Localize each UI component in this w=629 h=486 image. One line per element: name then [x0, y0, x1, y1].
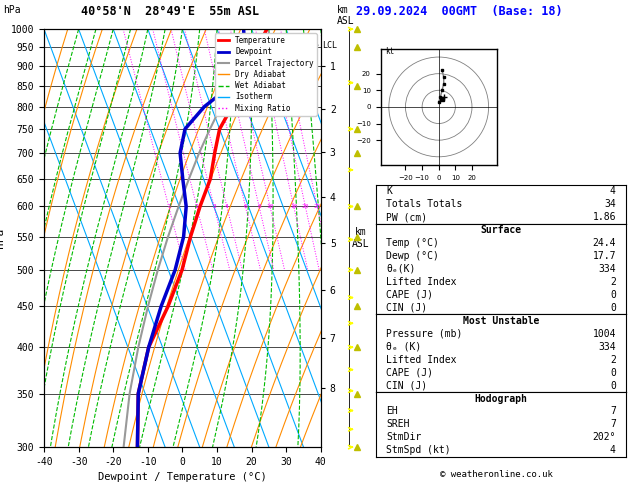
Text: 4: 4	[610, 445, 616, 455]
Text: Dewp (°C): Dewp (°C)	[386, 251, 439, 261]
Text: θₑ (K): θₑ (K)	[386, 342, 421, 352]
Text: 6: 6	[243, 204, 247, 209]
X-axis label: Dewpoint / Temperature (°C): Dewpoint / Temperature (°C)	[98, 472, 267, 483]
Text: Lifted Index: Lifted Index	[386, 277, 457, 287]
Text: θₑ(K): θₑ(K)	[386, 264, 416, 274]
Text: K: K	[386, 186, 392, 196]
Text: CIN (J): CIN (J)	[386, 381, 427, 391]
Text: 1: 1	[167, 204, 170, 209]
Text: 16: 16	[290, 204, 298, 209]
Text: EH: EH	[386, 406, 398, 417]
Text: Temp (°C): Temp (°C)	[386, 238, 439, 248]
Text: 1004: 1004	[593, 329, 616, 339]
Text: hPa: hPa	[3, 5, 21, 15]
Text: LCL: LCL	[323, 41, 338, 50]
Text: SREH: SREH	[386, 419, 409, 430]
Text: 20: 20	[301, 204, 309, 209]
Text: 24.4: 24.4	[593, 238, 616, 248]
Text: 0: 0	[610, 303, 616, 313]
Text: 25: 25	[313, 204, 321, 209]
Text: 2: 2	[610, 277, 616, 287]
Y-axis label: km
ASL: km ASL	[352, 227, 369, 249]
Text: Pressure (mb): Pressure (mb)	[386, 329, 462, 339]
Text: CAPE (J): CAPE (J)	[386, 290, 433, 300]
Text: Hodograph: Hodograph	[474, 394, 528, 403]
Text: 7: 7	[610, 406, 616, 417]
Text: 0: 0	[610, 381, 616, 391]
Text: © weatheronline.co.uk: © weatheronline.co.uk	[440, 469, 554, 479]
Text: 40°58'N  28°49'E  55m ASL: 40°58'N 28°49'E 55m ASL	[81, 5, 259, 18]
Text: Totals Totals: Totals Totals	[386, 199, 462, 209]
Text: 2: 2	[195, 204, 199, 209]
Text: 4: 4	[225, 204, 229, 209]
Text: Most Unstable: Most Unstable	[463, 316, 539, 326]
Text: CIN (J): CIN (J)	[386, 303, 427, 313]
Text: 4: 4	[610, 186, 616, 196]
Text: 10: 10	[266, 204, 274, 209]
Text: PW (cm): PW (cm)	[386, 212, 427, 222]
Text: Surface: Surface	[481, 225, 521, 235]
Text: 0: 0	[610, 290, 616, 300]
Legend: Temperature, Dewpoint, Parcel Trajectory, Dry Adiabat, Wet Adiabat, Isotherm, Mi: Temperature, Dewpoint, Parcel Trajectory…	[214, 33, 317, 116]
Text: 17.7: 17.7	[593, 251, 616, 261]
Text: km
ASL: km ASL	[337, 5, 354, 26]
Text: Lifted Index: Lifted Index	[386, 355, 457, 364]
Text: 7: 7	[610, 419, 616, 430]
Text: 334: 334	[598, 264, 616, 274]
Y-axis label: hPa: hPa	[0, 228, 5, 248]
Text: StmDir: StmDir	[386, 433, 421, 442]
Text: 0: 0	[610, 367, 616, 378]
Text: 3: 3	[212, 204, 216, 209]
Text: CAPE (J): CAPE (J)	[386, 367, 433, 378]
Text: 34: 34	[604, 199, 616, 209]
Text: 8: 8	[257, 204, 261, 209]
Text: 1.86: 1.86	[593, 212, 616, 222]
Text: 2: 2	[610, 355, 616, 364]
Text: kt: kt	[386, 47, 395, 56]
Text: 334: 334	[598, 342, 616, 352]
Text: 202°: 202°	[593, 433, 616, 442]
Text: 29.09.2024  00GMT  (Base: 18): 29.09.2024 00GMT (Base: 18)	[356, 5, 562, 18]
Text: StmSpd (kt): StmSpd (kt)	[386, 445, 451, 455]
